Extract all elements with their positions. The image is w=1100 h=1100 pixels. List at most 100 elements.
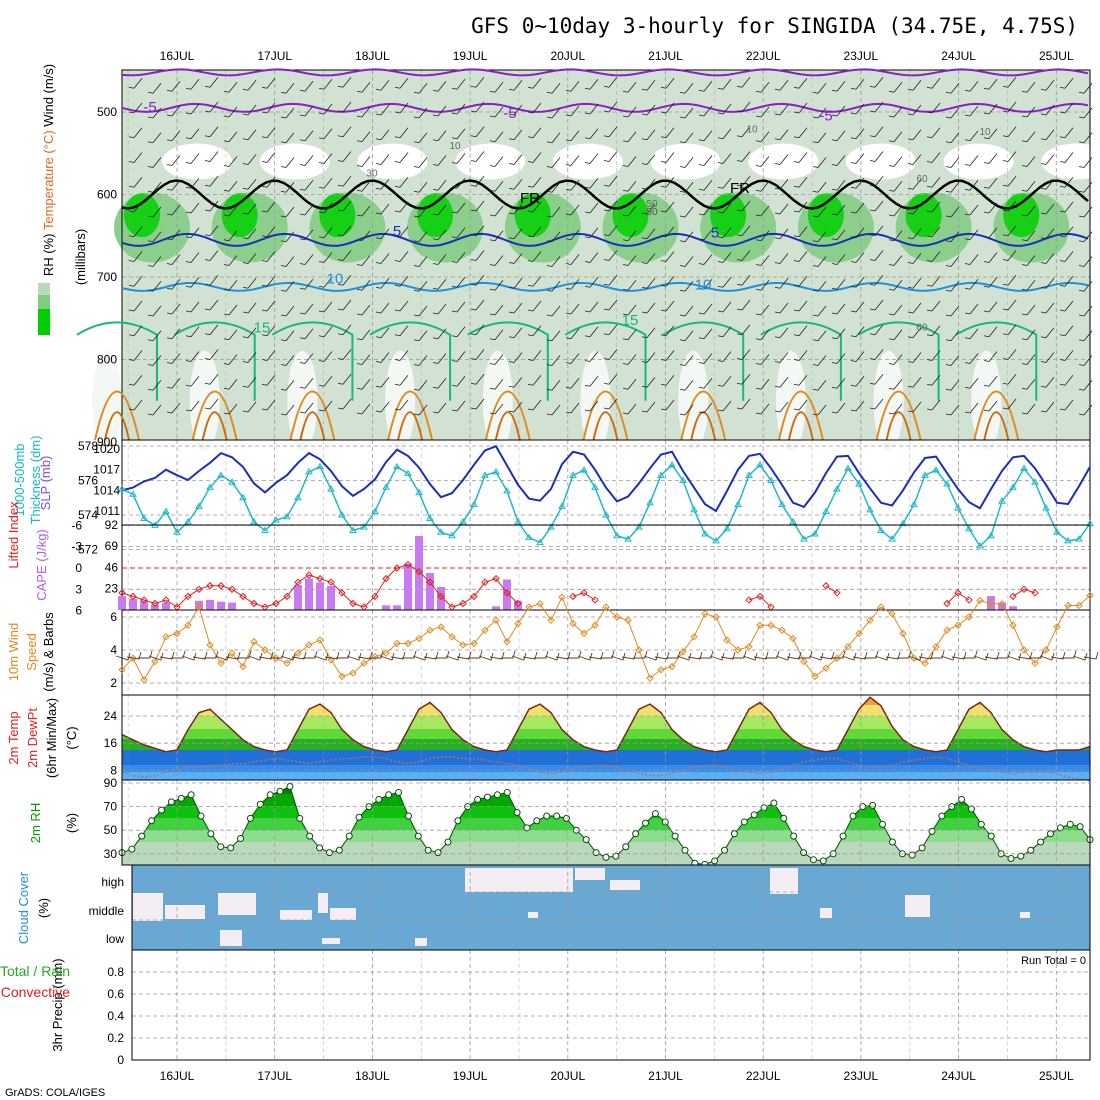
lifted-index-point bbox=[1009, 592, 1017, 601]
cape-bar bbox=[294, 585, 302, 610]
rh-point bbox=[612, 852, 620, 860]
wind-barb bbox=[964, 81, 979, 92]
wind-barb bbox=[736, 151, 751, 162]
wind-barb bbox=[261, 127, 276, 139]
thickness-point bbox=[965, 524, 973, 532]
wind-barb bbox=[577, 652, 593, 661]
wind-barb bbox=[402, 650, 417, 659]
wind-barb bbox=[940, 652, 956, 661]
wind-barb bbox=[736, 126, 751, 138]
wind-barb bbox=[660, 127, 675, 139]
wind-barb bbox=[831, 303, 846, 315]
wind-barb bbox=[223, 255, 238, 266]
lifted-index-point bbox=[184, 592, 192, 601]
wind-barb bbox=[261, 201, 276, 213]
wind-barb bbox=[698, 180, 713, 191]
wind-barb bbox=[793, 102, 808, 114]
lifted-index-point bbox=[591, 596, 599, 604]
rh-point bbox=[237, 834, 245, 842]
wind-barb bbox=[280, 83, 295, 94]
wind-barb bbox=[964, 303, 979, 315]
wind-barb bbox=[242, 203, 257, 215]
top-date-label: 22JUL bbox=[746, 49, 781, 63]
wind-speed-point bbox=[1075, 601, 1083, 610]
thickness-point bbox=[536, 538, 544, 546]
axis-title: Lifted Index bbox=[6, 501, 21, 569]
rh-band bbox=[122, 830, 1090, 842]
wind-barb bbox=[337, 299, 352, 311]
wind-barb bbox=[736, 349, 751, 360]
wind-barb bbox=[907, 80, 922, 91]
wind-barb bbox=[660, 399, 675, 411]
cloud-cell bbox=[165, 905, 205, 919]
axis-title: (m/s) & Barbs bbox=[41, 612, 56, 692]
wind-speed-point bbox=[976, 596, 984, 605]
wind-barb bbox=[717, 400, 732, 412]
thickness-point bbox=[118, 485, 126, 492]
lifted-index-point bbox=[228, 585, 236, 594]
wind-barb bbox=[1002, 250, 1017, 261]
wind-barb bbox=[1059, 127, 1074, 139]
wind-barb bbox=[489, 131, 504, 143]
wind-speed-point bbox=[1053, 623, 1061, 631]
wind-barb bbox=[869, 299, 884, 311]
wind-speed-point bbox=[283, 659, 291, 667]
thickness-point bbox=[976, 542, 984, 549]
wind-barb bbox=[432, 130, 447, 142]
wind-barb bbox=[204, 299, 219, 311]
isotherm-25 bbox=[201, 411, 228, 441]
rh-point bbox=[790, 832, 798, 840]
wind-barb bbox=[508, 80, 523, 91]
thickness-point bbox=[360, 523, 368, 530]
wind-barb bbox=[470, 225, 485, 237]
bottom-date-label: 20JUL bbox=[550, 1069, 585, 1083]
wind-barb bbox=[812, 83, 827, 94]
wind-barb bbox=[1059, 226, 1074, 238]
wind-speed-point bbox=[646, 674, 654, 682]
wind-speed-point bbox=[547, 616, 555, 625]
wind-barb bbox=[584, 277, 599, 288]
wind-barb bbox=[375, 80, 390, 91]
rh-point bbox=[375, 796, 383, 804]
top-date-label: 20JUL bbox=[550, 49, 585, 63]
rh-point bbox=[1066, 820, 1074, 828]
axis-title-part: 3hr Precip (mm) bbox=[50, 958, 65, 1051]
cloud-level-label: high bbox=[101, 875, 124, 889]
wind-barb bbox=[258, 651, 274, 660]
wind-speed-point bbox=[855, 629, 863, 638]
wind-barb bbox=[1029, 650, 1044, 659]
cloud-level-label: low bbox=[106, 932, 124, 946]
wind-barb bbox=[1040, 302, 1055, 314]
wind-barb bbox=[508, 377, 523, 388]
li-tick-label: -3 bbox=[71, 540, 82, 554]
wind-barb bbox=[812, 404, 827, 416]
isotherm-20 bbox=[680, 390, 727, 441]
bottom-date-label: 23JUL bbox=[844, 1069, 879, 1083]
wind-barb bbox=[489, 255, 504, 266]
thickness-point bbox=[547, 523, 555, 530]
wind-barb bbox=[451, 277, 466, 288]
wind-barb bbox=[687, 651, 703, 660]
cloud-cell bbox=[905, 895, 930, 917]
rh-point bbox=[819, 857, 827, 865]
wind-speed-point bbox=[492, 616, 500, 625]
axis-title-part: (%) bbox=[36, 898, 51, 918]
wind-barb bbox=[850, 79, 865, 90]
wind-barb bbox=[356, 354, 371, 365]
wind-barb bbox=[717, 178, 732, 189]
wind-barb bbox=[907, 652, 923, 661]
wind-barb bbox=[280, 652, 296, 661]
bottom-date-axis: 16JUL 17JUL 18JUL 19JUL 20JUL 21JUL 22JUL 23JUL… bbox=[160, 1069, 1074, 1083]
wind-speed-point bbox=[536, 600, 544, 608]
rh-tick-label: 70 bbox=[104, 800, 118, 814]
isotherm-15 bbox=[369, 321, 452, 401]
wind-barb bbox=[451, 376, 466, 387]
lifted-index-point bbox=[514, 599, 522, 608]
wind-barb bbox=[318, 178, 333, 189]
wind-barb bbox=[185, 103, 200, 115]
wind-barb bbox=[147, 380, 162, 391]
thickness-point bbox=[998, 497, 1006, 504]
wind-speed-point bbox=[690, 633, 698, 641]
thickness-point bbox=[426, 514, 434, 521]
wind-barb bbox=[1078, 157, 1093, 168]
